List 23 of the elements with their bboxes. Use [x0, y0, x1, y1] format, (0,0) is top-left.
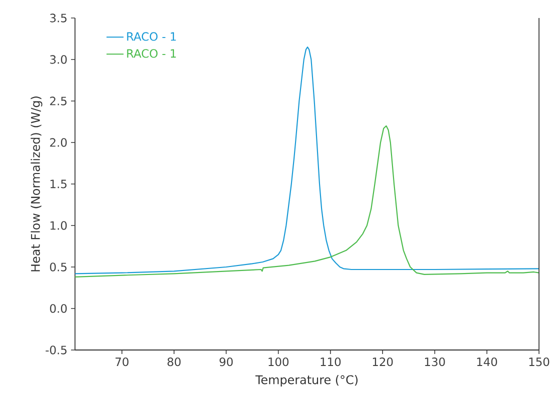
y-tick-label: 3.5 [50, 14, 66, 22]
x-tick-label: 90 [220, 358, 233, 366]
legend-label: RACO - 1 [127, 49, 176, 58]
x-tick-label: 120 [372, 358, 393, 366]
y-tick-label: -0.5 [46, 346, 66, 354]
x-tick-label: 150 [529, 358, 550, 366]
y-tick-label: 2.5 [50, 96, 66, 106]
y-tick-label: 2.0 [50, 138, 67, 147]
y-tick-label: 3.0 [50, 55, 67, 64]
y-tick-label: 0.0 [50, 304, 67, 313]
y-axis-title: Heat Flow (Normalized) (W/g) [30, 96, 42, 272]
y-tick-label: 1.0 [50, 221, 67, 230]
x-tick-label: 130 [425, 358, 445, 366]
legend-label: RACO - 1 [127, 32, 176, 41]
x-axis-title: Temperature (°C) [255, 375, 358, 387]
x-tick-label: 70 [116, 358, 128, 366]
line-series [74, 125, 540, 278]
y-tick-label: 1.5 [50, 180, 66, 188]
x-tick-label: 100 [268, 358, 288, 366]
y-tick-label: 0.5 [50, 262, 66, 272]
x-tick-label: 140 [477, 358, 498, 366]
x-tick-label: 110 [320, 358, 341, 366]
x-tick-label: 80 [168, 358, 181, 366]
